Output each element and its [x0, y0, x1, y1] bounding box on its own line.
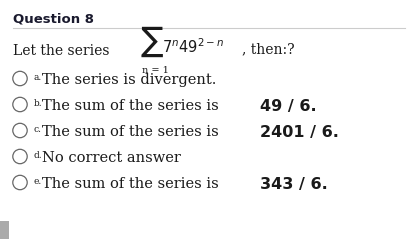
Text: 343 / 6.: 343 / 6.: [260, 177, 327, 192]
Text: n = 1: n = 1: [142, 66, 169, 75]
Text: , then:?: , then:?: [241, 42, 294, 56]
Text: c.: c.: [34, 125, 42, 134]
Text: a.: a.: [34, 73, 42, 82]
Text: The sum of the series is: The sum of the series is: [41, 99, 222, 113]
Text: $\sum$: $\sum$: [139, 25, 164, 59]
Text: b.: b.: [34, 99, 43, 108]
Text: Let the series: Let the series: [13, 44, 109, 58]
FancyBboxPatch shape: [0, 221, 9, 239]
Text: d.: d.: [34, 151, 43, 160]
Text: 2401 / 6.: 2401 / 6.: [260, 125, 338, 140]
Text: Question 8: Question 8: [13, 13, 94, 26]
Text: The sum of the series is: The sum of the series is: [41, 177, 222, 191]
Text: $7^{n}49^{2-n}$: $7^{n}49^{2-n}$: [162, 37, 223, 56]
Text: 49 / 6.: 49 / 6.: [260, 99, 316, 114]
Text: The series is divergent.: The series is divergent.: [41, 73, 216, 87]
Text: e.: e.: [34, 177, 42, 186]
Text: The sum of the series is: The sum of the series is: [41, 125, 222, 139]
Text: No correct answer: No correct answer: [41, 151, 180, 165]
